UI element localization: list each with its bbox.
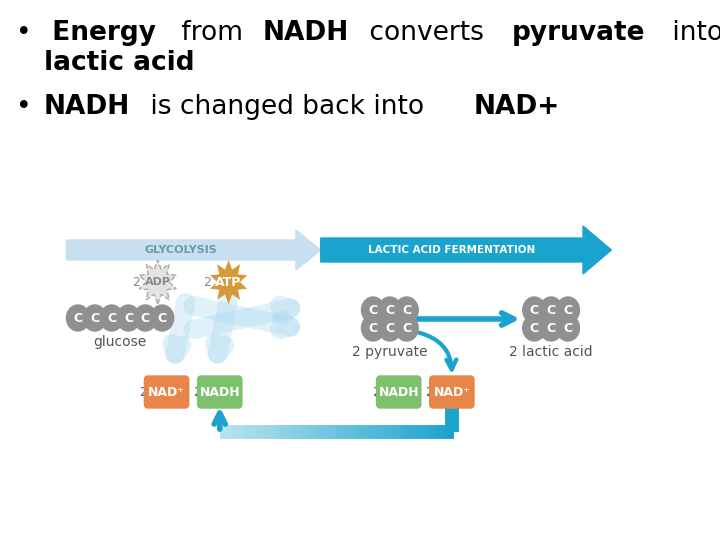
Text: C: C bbox=[124, 312, 133, 325]
Text: C: C bbox=[385, 321, 395, 334]
Text: C: C bbox=[563, 303, 572, 316]
Text: NADH: NADH bbox=[43, 94, 130, 120]
Text: C: C bbox=[402, 321, 411, 334]
Text: C: C bbox=[369, 321, 377, 334]
Polygon shape bbox=[66, 230, 320, 270]
Text: C: C bbox=[73, 312, 83, 325]
FancyBboxPatch shape bbox=[377, 376, 421, 408]
Text: 2: 2 bbox=[140, 386, 148, 399]
FancyBboxPatch shape bbox=[197, 376, 242, 408]
Text: 2 pyruvate: 2 pyruvate bbox=[352, 345, 428, 359]
Text: 2: 2 bbox=[193, 386, 201, 399]
Text: glucose: glucose bbox=[94, 335, 147, 349]
Text: C: C bbox=[90, 312, 99, 325]
Circle shape bbox=[395, 315, 418, 341]
Circle shape bbox=[539, 315, 562, 341]
Text: •: • bbox=[16, 94, 40, 120]
Circle shape bbox=[66, 305, 89, 331]
Text: C: C bbox=[546, 321, 556, 334]
Circle shape bbox=[523, 297, 546, 323]
Text: from: from bbox=[174, 20, 252, 46]
Circle shape bbox=[361, 315, 384, 341]
Polygon shape bbox=[210, 260, 247, 304]
Text: 2: 2 bbox=[372, 386, 379, 399]
Text: C: C bbox=[530, 303, 539, 316]
Text: C: C bbox=[402, 303, 411, 316]
Text: NADH: NADH bbox=[199, 386, 240, 399]
Circle shape bbox=[100, 305, 123, 331]
Text: NAD+: NAD+ bbox=[474, 94, 560, 120]
Circle shape bbox=[539, 297, 562, 323]
Text: C: C bbox=[385, 303, 395, 316]
Text: C: C bbox=[107, 312, 116, 325]
FancyBboxPatch shape bbox=[430, 376, 474, 408]
Circle shape bbox=[523, 315, 546, 341]
Text: C: C bbox=[369, 303, 377, 316]
FancyBboxPatch shape bbox=[145, 376, 189, 408]
Circle shape bbox=[395, 297, 418, 323]
Text: C: C bbox=[140, 312, 150, 325]
Text: NAD⁺: NAD⁺ bbox=[433, 386, 470, 399]
Circle shape bbox=[361, 297, 384, 323]
Text: NADH: NADH bbox=[263, 20, 349, 46]
Circle shape bbox=[134, 305, 157, 331]
Circle shape bbox=[378, 315, 401, 341]
Text: C: C bbox=[158, 312, 167, 325]
Circle shape bbox=[150, 305, 174, 331]
Text: ADP: ADP bbox=[145, 277, 171, 287]
Text: lactic acid: lactic acid bbox=[45, 50, 195, 76]
Text: is changed back into: is changed back into bbox=[142, 94, 433, 120]
Text: 2: 2 bbox=[425, 386, 433, 399]
Text: 2 lactic acid: 2 lactic acid bbox=[509, 345, 593, 359]
Text: NAD⁺: NAD⁺ bbox=[148, 386, 185, 399]
Text: pyruvate: pyruvate bbox=[511, 20, 645, 46]
Circle shape bbox=[117, 305, 140, 331]
Text: LACTIC ACID FERMENTATION: LACTIC ACID FERMENTATION bbox=[368, 245, 536, 255]
Text: GLYCOLYSIS: GLYCOLYSIS bbox=[145, 245, 217, 255]
Circle shape bbox=[84, 305, 107, 331]
Circle shape bbox=[378, 297, 401, 323]
Text: Energy: Energy bbox=[34, 20, 156, 46]
Text: •: • bbox=[16, 20, 32, 46]
Text: ATP: ATP bbox=[215, 275, 242, 288]
Circle shape bbox=[557, 297, 580, 323]
Text: 2: 2 bbox=[203, 275, 211, 288]
Text: C: C bbox=[530, 321, 539, 334]
Text: C: C bbox=[546, 303, 556, 316]
Polygon shape bbox=[320, 226, 611, 274]
Text: NADH: NADH bbox=[379, 386, 419, 399]
Text: into: into bbox=[664, 20, 720, 46]
Circle shape bbox=[557, 315, 580, 341]
Text: converts: converts bbox=[361, 20, 492, 46]
Text: 2: 2 bbox=[132, 275, 140, 288]
Text: C: C bbox=[563, 321, 572, 334]
Polygon shape bbox=[139, 260, 176, 304]
